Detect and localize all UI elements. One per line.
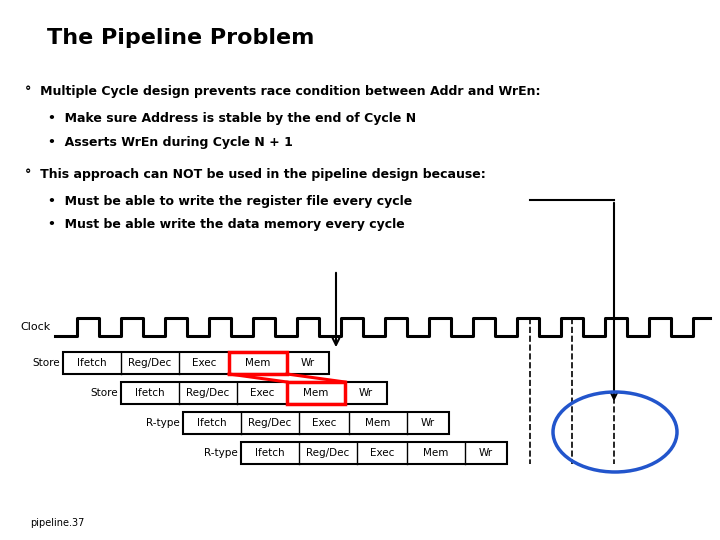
Text: Wr: Wr	[301, 358, 315, 368]
Bar	[229, 352, 287, 374]
Text: The Pipeline Problem: The Pipeline Problem	[47, 28, 315, 48]
Text: •  Must be able to write the register file every cycle: • Must be able to write the register fil…	[48, 195, 413, 208]
Text: Wr: Wr	[421, 418, 435, 428]
Text: Reg/Dec: Reg/Dec	[248, 418, 292, 428]
Text: Store: Store	[91, 388, 118, 398]
Text: Wr: Wr	[359, 388, 373, 398]
Text: •  Must be able write the data memory every cycle: • Must be able write the data memory eve…	[48, 218, 405, 231]
Text: •  Make sure Address is stable by the end of Cycle N: • Make sure Address is stable by the end…	[48, 112, 416, 125]
Bar	[241, 442, 507, 464]
Text: Wr: Wr	[479, 448, 493, 458]
Text: °  This approach can NOT be used in the pipeline design because:: ° This approach can NOT be used in the p…	[25, 168, 486, 181]
Bar	[183, 412, 449, 434]
Text: Clock: Clock	[21, 322, 51, 332]
Text: R-type: R-type	[204, 448, 238, 458]
Text: Exec: Exec	[250, 388, 274, 398]
Text: Mem: Mem	[246, 358, 271, 368]
Text: Ifetch: Ifetch	[135, 388, 165, 398]
Text: •  Asserts WrEn during Cycle N + 1: • Asserts WrEn during Cycle N + 1	[48, 136, 293, 149]
Text: Reg/Dec: Reg/Dec	[307, 448, 350, 458]
Text: Ifetch: Ifetch	[77, 358, 107, 368]
Text: Reg/Dec: Reg/Dec	[128, 358, 171, 368]
Text: R-type: R-type	[146, 418, 180, 428]
Bar	[287, 382, 345, 404]
Text: Reg/Dec: Reg/Dec	[186, 388, 230, 398]
Text: Store: Store	[32, 358, 60, 368]
Text: pipeline.37: pipeline.37	[30, 518, 84, 528]
Text: °  Multiple Cycle design prevents race condition between Addr and WrEn:: ° Multiple Cycle design prevents race co…	[25, 85, 541, 98]
Text: Exec: Exec	[312, 418, 336, 428]
Bar	[121, 382, 387, 404]
Text: Ifetch: Ifetch	[197, 418, 227, 428]
Text: Exec: Exec	[192, 358, 216, 368]
Text: Ifetch: Ifetch	[255, 448, 285, 458]
Text: Mem: Mem	[303, 388, 329, 398]
Text: Exec: Exec	[370, 448, 394, 458]
Text: Mem: Mem	[423, 448, 449, 458]
Bar	[63, 352, 329, 374]
Text: Mem: Mem	[365, 418, 391, 428]
